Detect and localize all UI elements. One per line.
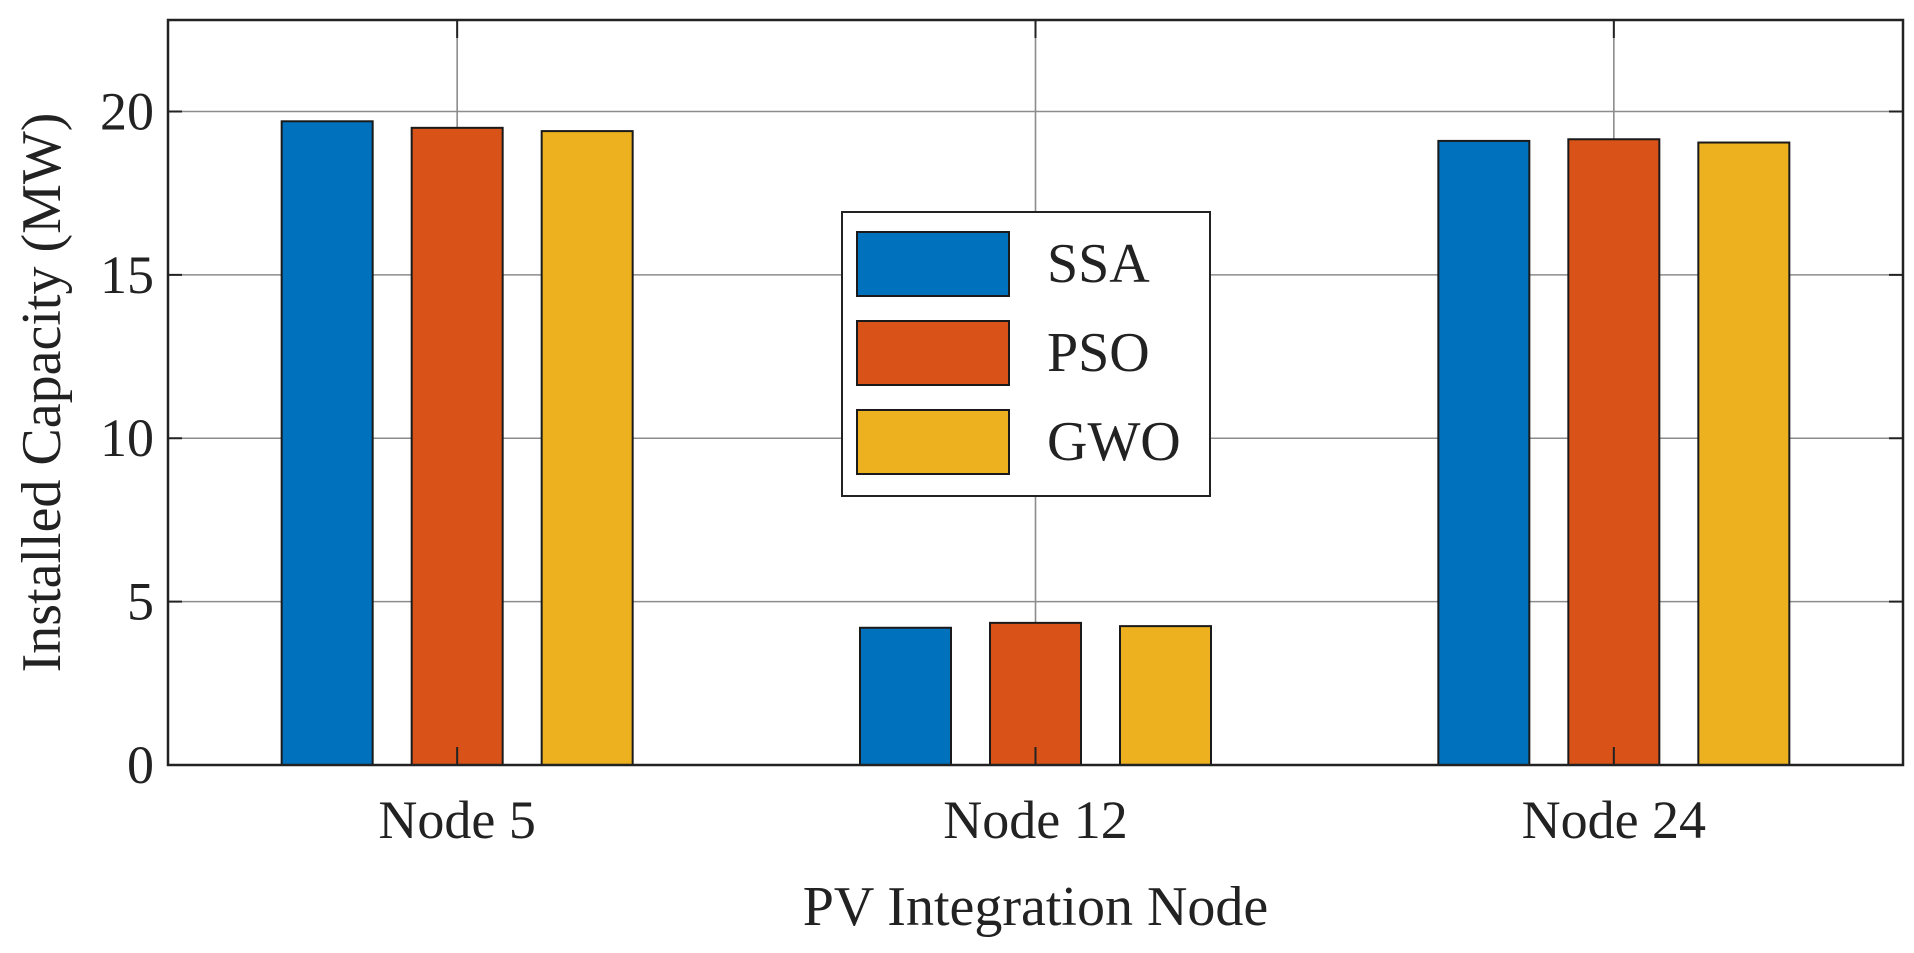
bar-pso-node-12: [989, 621, 1082, 766]
bar-ssa-node-5: [280, 120, 374, 766]
x-tick-label: Node 24: [1522, 790, 1706, 850]
y-tick-label: 15: [100, 245, 154, 305]
bar-gwo-node-5: [540, 130, 634, 766]
bar-pso-node-24: [1567, 138, 1661, 766]
axis-ticks: [168, 20, 1903, 766]
x-tick-labels: Node 5 Node 12 Node 24: [378, 790, 1706, 850]
y-tick-label: 20: [100, 81, 154, 141]
y-tick-label: 0: [127, 735, 154, 795]
y-tick-label: 5: [127, 572, 154, 632]
y-axis-label: Installed Capacity (MW): [11, 113, 73, 673]
legend-swatch-pso: [856, 320, 1010, 386]
x-tick-label: Node 12: [943, 790, 1127, 850]
legend-swatch-gwo: [856, 409, 1010, 475]
bar-gwo-node-12: [1119, 625, 1212, 767]
y-tick-label: 10: [100, 408, 154, 468]
bar-gwo-node-24: [1697, 141, 1791, 766]
legend-label-ssa: SSA: [1047, 233, 1150, 295]
bar-ssa-node-12: [859, 626, 952, 767]
y-tick-labels: 0 5 10 15 20: [100, 81, 154, 795]
bar-pso-node-5: [410, 126, 504, 767]
legend-label-pso: PSO: [1047, 322, 1150, 384]
bar-ssa-node-24: [1437, 139, 1531, 767]
x-axis-label: PV Integration Node: [803, 876, 1269, 938]
legend: SSA PSO GWO: [841, 211, 1211, 497]
legend-label-gwo: GWO: [1047, 411, 1181, 473]
x-tick-label: Node 5: [378, 790, 535, 850]
legend-swatch-ssa: [856, 231, 1010, 297]
bars: [280, 120, 1791, 767]
